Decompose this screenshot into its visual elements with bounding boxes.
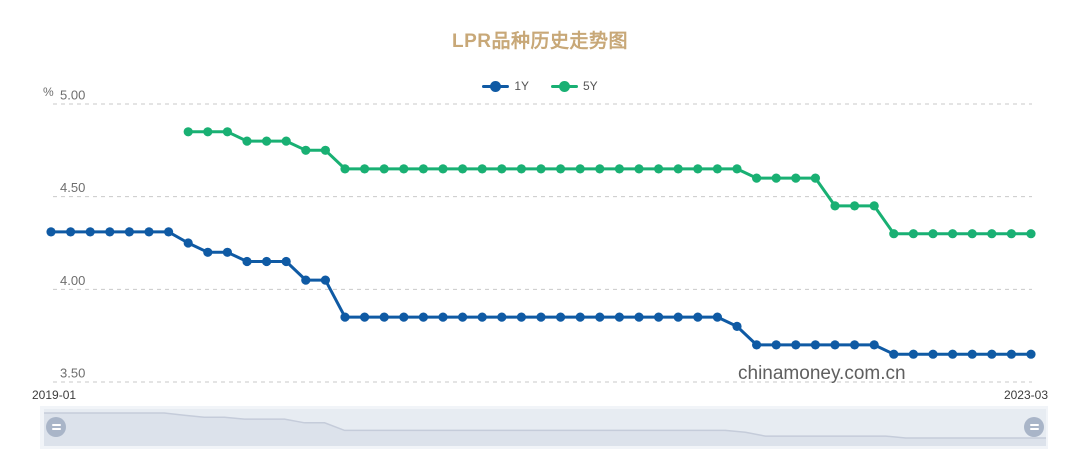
slider-handle-left-icon[interactable] — [46, 417, 66, 437]
lpr-chart-widget: LPR品种历史走势图 1Y 5Y 5.004.504.003.50% china… — [0, 0, 1080, 462]
svg-text:4.50: 4.50 — [60, 180, 85, 195]
datazoom-slider[interactable] — [44, 409, 1046, 446]
x-axis-label-first: 2019-01 — [32, 388, 76, 402]
plot-area[interactable]: 5.00 4.50 4.00 3.50% — [0, 0, 1080, 405]
svg-text:5.00: 5.00 — [60, 88, 85, 103]
watermark: chinamoney.com.cn — [738, 363, 906, 385]
svg-text:%: % — [43, 85, 54, 99]
svg-text:4.00: 4.00 — [60, 273, 85, 288]
x-axis-label-last: 2023-03 — [1004, 388, 1048, 402]
svg-text:3.50: 3.50 — [60, 366, 85, 381]
slider-handle-right-icon[interactable] — [1024, 417, 1044, 437]
slider-data-silhouette — [44, 409, 1046, 446]
